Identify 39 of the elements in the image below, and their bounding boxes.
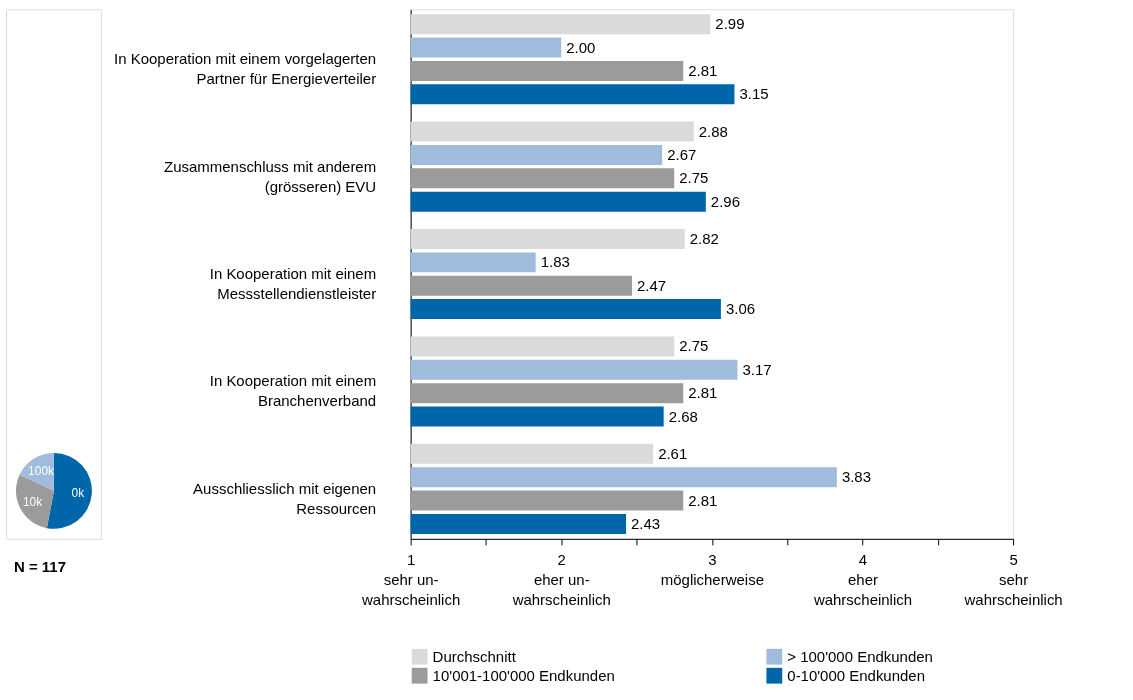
pie-slice <box>16 474 54 529</box>
slice-label: 10k <box>22 494 43 509</box>
data-label: 2.75 <box>679 337 709 355</box>
x-tick-label: 2 eher un- wahrscheinlich <box>511 551 611 609</box>
slice-label: 100k <box>28 463 55 478</box>
y-tick-label: In Kooperation mit einem vorgelagerten Partner für Energieverteiler <box>114 50 377 88</box>
data-label: 2.00 <box>566 38 596 56</box>
legend-label: 0-10'000 Endkunden <box>787 666 926 684</box>
data-label: 3.83 <box>841 468 872 486</box>
data-label: 2.61 <box>658 444 688 462</box>
y-tick-label: In Kooperation mit einem Branchenverband <box>209 372 377 410</box>
data-label: 2.99 <box>715 15 745 33</box>
data-label: 2.75 <box>679 169 709 187</box>
data-label: 3.17 <box>742 360 772 378</box>
data-label: 2.67 <box>667 145 697 163</box>
x-tick-label: 4 eher wahrscheinlich <box>812 551 913 609</box>
data-label: 3.06 <box>725 300 756 318</box>
data-label: 2.68 <box>668 407 698 425</box>
y-tick-label: In Kooperation mit einem Messstellendienstleister <box>209 265 377 303</box>
data-label: 2.47 <box>637 276 667 294</box>
data-label: 2.81 <box>688 61 718 79</box>
y-tick-label: Ausschliesslich mit eigenen Ressourcen <box>193 479 377 517</box>
data-label: 1.83 <box>540 253 570 271</box>
legend-label: 10'001-100'000 Endkunden <box>432 666 615 684</box>
data-label: 3.15 <box>739 85 769 103</box>
data-label: 2.82 <box>689 230 719 248</box>
legend-label: Durchschnitt <box>432 647 517 665</box>
x-tick-label: 5 sehr wahrscheinlich <box>963 551 1063 609</box>
data-label: 2.81 <box>688 384 718 402</box>
text: N = 117 <box>13 557 67 575</box>
data-label: 2.81 <box>688 491 718 509</box>
data-label: 2.96 <box>710 192 740 210</box>
data-label: 2.88 <box>698 122 728 140</box>
slice-label: 0k <box>71 486 85 501</box>
y-tick-label: Zusammenschluss mit anderem (grösseren) EVU <box>164 157 377 195</box>
x-tick-label: 1 sehr un- wahrscheinlich <box>361 551 461 609</box>
x-tick-label: 3 möglicherweise <box>660 551 764 589</box>
data-label: 2.43 <box>631 514 661 532</box>
legend-label: > 100'000 Endkunden <box>787 647 933 665</box>
